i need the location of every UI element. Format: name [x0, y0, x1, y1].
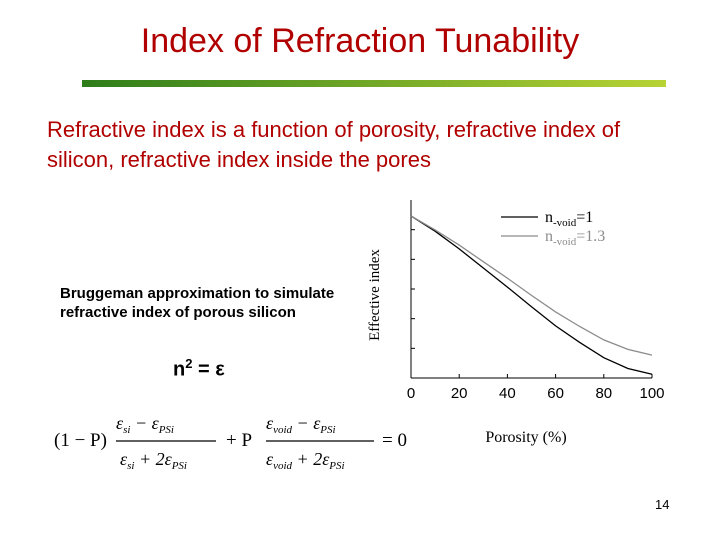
series-line	[410, 215, 653, 375]
page-number: 14	[655, 497, 670, 512]
x-tick-label: 100	[639, 385, 664, 402]
x-tick-label: 80	[595, 385, 612, 402]
series-line	[410, 215, 653, 356]
y-axis-label: Effective index	[367, 249, 383, 341]
eq-frac2-num: εvoid − εPSi	[266, 413, 336, 436]
x-tick-label: 40	[499, 385, 516, 402]
bruggeman-equation: (1 − P) εsi − εPSi εsi + 2εPSi + P εvoid…	[54, 413, 407, 472]
eq-term-2: + P	[226, 430, 252, 451]
series-lines	[410, 215, 653, 375]
effective-index-chart: Effective index Porosity (%) 0 20 40 60 80 10…	[367, 200, 665, 446]
eq-frac1-den: εsi + 2εPSi	[120, 449, 187, 472]
x-tick-label: 0	[407, 385, 415, 402]
legend: n-void=1n-void=1.3	[501, 209, 605, 248]
relation-rhs: = ε	[198, 358, 225, 381]
legend-label: n-void=1	[545, 209, 593, 229]
eq-frac1-num: εsi − εPSi	[116, 413, 174, 436]
legend-label: n-void=1.3	[545, 228, 605, 248]
page-title: Index of Refraction Tunability	[140, 22, 580, 60]
method-text: Bruggeman approximation to simulate refr…	[60, 285, 335, 321]
eq-term-3: = 0	[382, 430, 407, 451]
relation-exponent: 2	[185, 356, 193, 371]
x-tick-label: 60	[547, 385, 564, 402]
dielectric-relation: n2 = ε	[173, 356, 225, 382]
axes: 0 20 40 60 80 100	[407, 200, 665, 402]
x-axis-label: Porosity (%)	[485, 429, 566, 446]
x-tick-label: 20	[451, 385, 468, 402]
relation-lhs: n	[173, 358, 186, 381]
subtitle: Refractive index is a function of porosi…	[47, 117, 621, 172]
eq-term-1: (1 − P)	[54, 430, 107, 451]
title-divider	[82, 80, 666, 87]
eq-frac2-den: εvoid + 2εPSi	[266, 449, 345, 472]
